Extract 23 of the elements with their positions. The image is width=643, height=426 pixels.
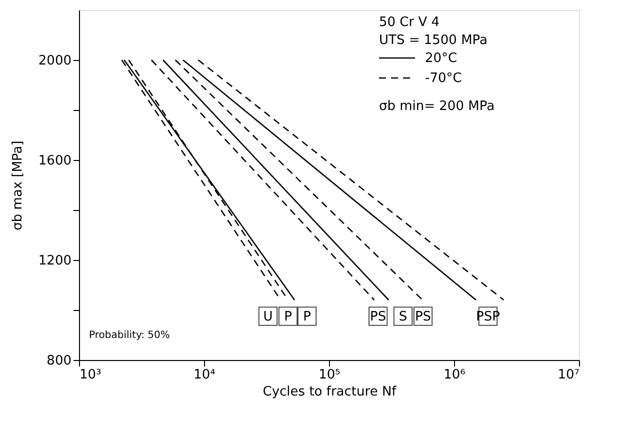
y-axis-title: σb max [MPa] (10, 140, 26, 230)
annotation: S (398, 309, 408, 324)
annotation: PS (414, 309, 432, 324)
x-tick-label: 10⁵ (318, 368, 340, 382)
annotation: 50 Cr V 4 (379, 15, 440, 30)
y-tick-label: 1200 (38, 254, 72, 268)
x-tick-label: 10³ (80, 368, 102, 382)
y-tick-label: 800 (46, 354, 72, 368)
y-tick-label: 1600 (38, 154, 72, 168)
annotation: U (263, 309, 273, 324)
annotation: P (303, 309, 312, 324)
x-axis-title: Cycles to fracture Nf (262, 384, 397, 400)
y-tick-label: 2000 (38, 54, 72, 68)
x-tick-label: 10⁶ (444, 368, 466, 382)
annotation: P (284, 309, 292, 324)
annotation: PS (370, 309, 386, 324)
annotation: Probability: 50% (89, 330, 170, 341)
x-tick-label: 10⁷ (558, 368, 580, 382)
annotation: UTS = 1500 MPa (379, 33, 488, 48)
x-tick-label: 10⁴ (194, 368, 216, 382)
annotation: σb min= 200 MPa (379, 99, 495, 114)
legend-label: -70°C (425, 71, 462, 86)
legend-label: 20°C (425, 51, 458, 66)
